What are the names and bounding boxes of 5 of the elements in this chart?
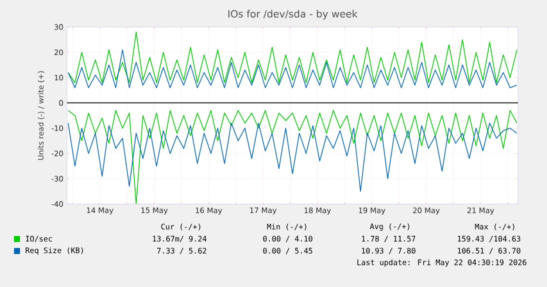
line-series	[68, 122, 518, 192]
line-series	[68, 110, 518, 204]
line-series	[68, 32, 518, 84]
line-series	[68, 49, 518, 88]
chart-title: IOs for /dev/sda - by week	[228, 10, 358, 20]
